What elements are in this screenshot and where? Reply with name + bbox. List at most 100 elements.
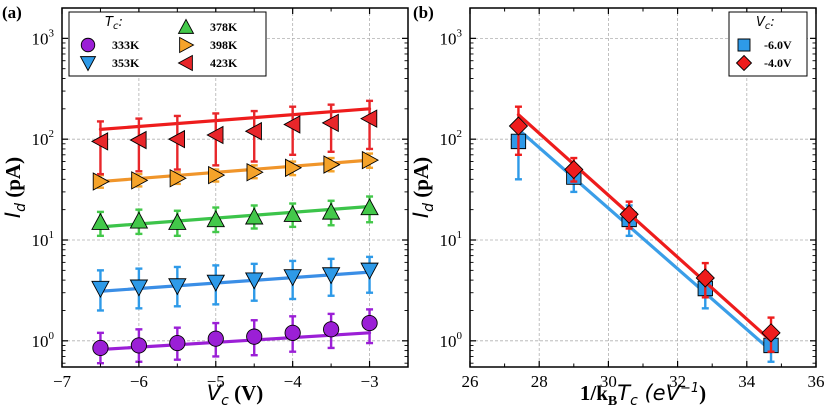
data-point — [284, 324, 301, 341]
data-point — [91, 280, 110, 298]
data-point — [168, 278, 187, 296]
data-point — [246, 162, 264, 182]
data-point — [321, 113, 339, 133]
legend: Vc: -6.0V -4.0V — [728, 11, 808, 77]
data-point — [619, 204, 639, 224]
data-point — [323, 321, 340, 338]
data-point — [761, 323, 781, 343]
data-point — [244, 121, 262, 141]
data-point — [92, 339, 109, 357]
fit-line — [98, 270, 372, 293]
data-point — [90, 132, 109, 151]
legend-label: 423K — [210, 56, 238, 70]
data-point — [167, 129, 186, 149]
legend-box — [68, 11, 267, 77]
legend-marker — [737, 38, 751, 52]
ticks: −7 −6 −5 −4 −3 100 101 102 103 — [32, 8, 409, 391]
legend-marker — [735, 54, 753, 72]
data-point — [321, 202, 341, 220]
data-point — [129, 130, 147, 150]
data-point — [206, 209, 226, 228]
fit-line — [98, 107, 372, 132]
legend-marker — [177, 18, 195, 34]
x-axis-label: 1/kBTc (eV−1) — [580, 381, 706, 409]
data-point — [244, 272, 264, 290]
data-point — [323, 155, 341, 174]
x-tick-label: −6 — [130, 372, 148, 391]
data-point — [169, 168, 187, 188]
data-point — [361, 150, 380, 170]
data-point — [129, 211, 149, 229]
legend-label: 398K — [210, 38, 238, 52]
data-point — [206, 125, 224, 145]
data-point — [283, 204, 302, 222]
panel-b: 26 28 30 32 34 36 100 101 102 103 (b) 1/kBTc (eV−1)… — [409, 3, 825, 409]
y-tick-label: 103 — [32, 27, 55, 48]
ticks: 26 28 30 32 34 36 100 101 102 103 — [440, 8, 825, 391]
y-axis-label: Id (pA) — [409, 157, 437, 218]
series-333K — [92, 308, 378, 365]
y-tick-label: 102 — [440, 128, 463, 149]
data-point — [283, 269, 302, 287]
y-tick-label: 103 — [440, 27, 463, 48]
legend-label: 333K — [112, 38, 140, 52]
legend-label: -4.0V — [764, 56, 792, 70]
data-point — [206, 274, 226, 292]
legend-marker — [177, 54, 193, 72]
data-point — [129, 279, 149, 297]
plot-area — [508, 105, 781, 363]
data-point — [207, 330, 224, 347]
x-tick-label: 32 — [669, 372, 686, 391]
legend-marker — [80, 37, 96, 53]
x-tick-label: −4 — [284, 372, 303, 391]
y-tick-label: 100 — [32, 330, 55, 351]
legend-marker — [79, 56, 97, 72]
legend: Tc: 333K 353K 378K 398K 423K — [68, 11, 267, 77]
x-tick-label: 36 — [808, 372, 825, 391]
data-point — [168, 212, 187, 230]
data-point — [695, 268, 715, 288]
y-tick-label: 101 — [440, 229, 463, 250]
data-point — [91, 212, 110, 230]
data-point — [283, 115, 301, 134]
legend-title: Vc: — [756, 15, 775, 32]
data-point — [360, 198, 379, 216]
x-tick-label: −3 — [361, 372, 379, 391]
data-point — [208, 165, 226, 185]
data-point — [361, 314, 378, 332]
data-point — [131, 171, 149, 190]
series--6.0V — [510, 120, 779, 363]
legend-marker — [179, 36, 195, 54]
plot-area — [90, 99, 380, 365]
panel-label: (a) — [2, 3, 22, 22]
data-point — [284, 158, 303, 178]
series-398K — [92, 150, 380, 191]
x-tick-label: 28 — [531, 372, 548, 391]
data-point — [246, 328, 263, 345]
data-point — [564, 159, 584, 180]
data-point — [360, 109, 378, 128]
data-point — [169, 334, 186, 352]
x-tick-label: 30 — [600, 372, 617, 391]
panel-a: −7 −6 −5 −4 −3 100 101 102 103 (a) Vc (V) Id (pA) Tc… — [1, 3, 409, 409]
y-tick-label: 102 — [32, 128, 55, 149]
x-tick-label: 34 — [738, 372, 756, 391]
fit-line — [516, 113, 773, 343]
data-point — [130, 337, 147, 354]
series-353K — [91, 255, 379, 312]
fit-line — [516, 127, 773, 353]
x-axis-label: Vc (V) — [207, 381, 263, 409]
legend-label: 353K — [112, 56, 140, 70]
y-tick-label: 100 — [440, 330, 463, 351]
panel-label: (b) — [413, 3, 434, 22]
series-378K — [91, 195, 379, 238]
data-point — [244, 207, 264, 225]
data-point — [508, 116, 529, 136]
y-axis-label: Id (pA) — [1, 157, 29, 218]
x-tick-label: −5 — [207, 372, 225, 391]
series--4.0V — [508, 105, 781, 353]
x-tick-label: 26 — [462, 372, 479, 391]
legend-label: 378K — [210, 20, 238, 34]
x-tick-label: −7 — [53, 372, 72, 391]
